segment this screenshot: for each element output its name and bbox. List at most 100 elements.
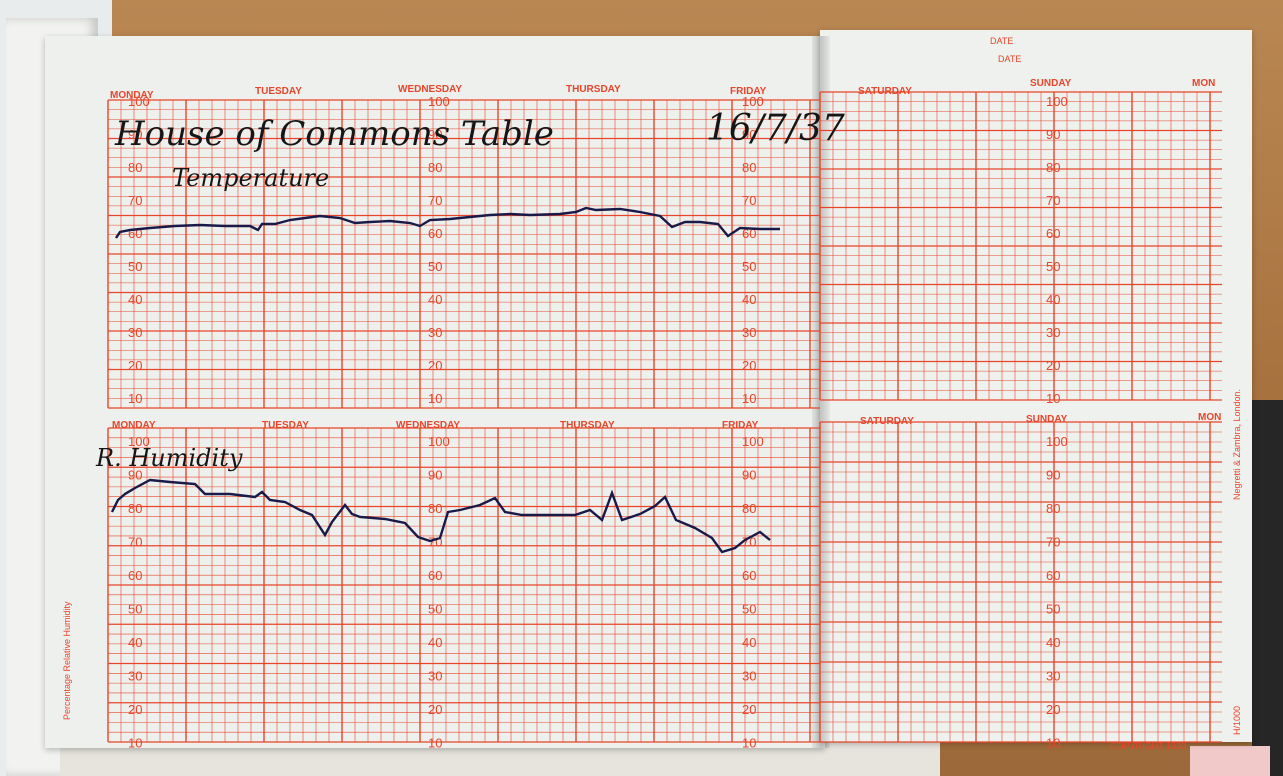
humidity-trace [110,478,771,554]
bottom-axis-number-monday: 30 [128,669,142,684]
chart-grid [107,91,1222,743]
top-axis-number-wednesday: 30 [428,325,442,340]
bottom-axis-number-friday: 90 [742,468,756,483]
handwritten-title: House of Commons Table [114,114,554,154]
bottom-axis-number-sunday: 90 [1046,468,1060,483]
top-axis-number-wednesday: 20 [428,358,442,373]
top-axis-number-wednesday: 40 [428,292,442,307]
top-axis-number-monday: 10 [128,391,142,406]
day-label-friday-lower: FRIDAY [722,420,759,431]
bottom-axis-number-friday: 30 [742,669,756,684]
day-label-thursday: THURSDAY [566,84,621,95]
percentage-label: Percentage Relative Humidity [62,601,72,720]
top-axis-number-friday: 40 [742,292,756,307]
top-axis-number-sunday: 30 [1046,325,1060,340]
handwritten-date: 16/7/37 [706,108,845,149]
top-axis-number-wednesday: 80 [428,160,442,175]
top-axis-number-sunday: 20 [1046,358,1060,373]
bottom-axis-number-sunday: 80 [1046,501,1060,516]
top-axis-number-friday: 80 [742,160,756,175]
top-axis-number-monday: 80 [128,160,142,175]
bottom-axis-number-monday: 20 [128,702,142,717]
bottom-axis-number-wednesday: 50 [428,602,442,617]
bottom-axis-number-monday: 80 [128,501,142,516]
top-axis-number-sunday: 40 [1046,292,1060,307]
bottom-axis-number-friday: 80 [742,501,756,516]
bottom-axis-number-monday: 50 [128,602,142,617]
bottom-axis-number-wednesday: 80 [428,501,442,516]
bottom-axis-number-monday: 90 [128,468,142,483]
top-axis-number-monday: 20 [128,358,142,373]
top-axis-number-sunday: 80 [1046,160,1060,175]
top-axis-number-wednesday: 90 [428,127,442,142]
top-axis-number-friday: 30 [742,325,756,340]
dark-object [1252,400,1283,776]
bottom-axis-number-sunday: 60 [1046,568,1060,583]
bottom-axis-number-friday: 70 [742,535,756,550]
top-axis-number-sunday: 100 [1046,94,1068,109]
date-label-2: DATE [998,54,1021,64]
date-label-1: DATE [990,36,1013,46]
chart-right-page [820,30,1252,742]
temperature-trace [115,206,780,239]
day-label-saturday-lower: SATURDAY [860,416,914,427]
bottom-axis-number-friday: 20 [742,702,756,717]
top-axis-number-sunday: 60 [1046,226,1060,241]
day-label-monday-lower: MONDAY [112,420,156,431]
day-label-sunday-lower: SUNDAY [1026,414,1068,425]
chart-labels: 100 90 80 70 60 50 40 30 20 10 100 90 80 70 60 50 40 30 20… [128,94,1068,751]
top-axis-number-wednesday: 60 [428,226,442,241]
bottom-axis-number-sunday: 70 [1046,535,1060,550]
top-axis-number-sunday: 50 [1046,259,1060,274]
form-number: H/1000 [1232,706,1242,735]
bottom-axis-number-monday: 60 [128,568,142,583]
bottom-axis-number-wednesday: 100 [428,434,450,449]
bottom-axis-number-monday: 100 [128,434,150,449]
bottom-axis-number-monday: 40 [128,635,142,650]
day-label-wednesday: WEDNESDAY [398,84,462,95]
bottom-axis-number-sunday: 10 [1046,736,1060,751]
bottom-axis-number-sunday: 40 [1046,635,1060,650]
handwritten-temperature: Temperature [172,164,329,192]
top-axis-number-sunday: 10 [1046,391,1060,406]
day-label-thursday-lower: THURSDAY [560,420,615,431]
day-label-tuesday-lower: TUESDAY [262,420,309,431]
bottom-axis-number-friday: 50 [742,602,756,617]
copyright: COPYRIGHT 1930 [1110,741,1186,751]
top-axis-number-wednesday: 10 [428,391,442,406]
bottom-axis-number-monday: 10 [128,736,142,751]
bottom-axis-number-wednesday: 30 [428,669,442,684]
bottom-axis-number-friday: 40 [742,635,756,650]
top-axis-number-friday: 10 [742,391,756,406]
bottom-axis-number-wednesday: 40 [428,635,442,650]
maker-imprint: Negretti & Zambra, London. [1232,389,1242,500]
bottom-axis-number-monday: 70 [128,535,142,550]
top-axis-number-friday: 50 [742,259,756,274]
bottom-axis-number-sunday: 20 [1046,702,1060,717]
day-label-sunday: SUNDAY [1030,78,1072,89]
top-axis-number-wednesday: 50 [428,259,442,274]
top-axis-number-monday: 30 [128,325,142,340]
day-label-monday: MONDAY [110,90,154,101]
day-label-mon-lower: MON [1198,412,1221,423]
day-label-tuesday: TUESDAY [255,86,302,97]
top-axis-number-wednesday: 100 [428,94,450,109]
top-axis-number-monday: 90 [128,127,142,142]
top-axis-number-sunday: 70 [1046,193,1060,208]
day-label-mon: MON [1192,78,1215,89]
bottom-axis-number-friday: 100 [742,434,764,449]
bottom-axis-number-friday: 10 [742,736,756,751]
top-axis-number-monday: 50 [128,259,142,274]
day-label-wednesday-lower: WEDNESDAY [396,420,460,431]
handwritten-humidity: R. Humidity [95,444,243,472]
bottom-axis-number-friday: 60 [742,568,756,583]
top-axis-number-sunday: 90 [1046,127,1060,142]
bottom-axis-number-sunday: 50 [1046,602,1060,617]
bottom-axis-number-wednesday: 20 [428,702,442,717]
top-axis-number-friday: 70 [742,193,756,208]
top-axis-number-monday: 100 [128,94,150,109]
bottom-axis-number-wednesday: 90 [428,468,442,483]
top-axis-number-friday: 100 [742,94,764,109]
